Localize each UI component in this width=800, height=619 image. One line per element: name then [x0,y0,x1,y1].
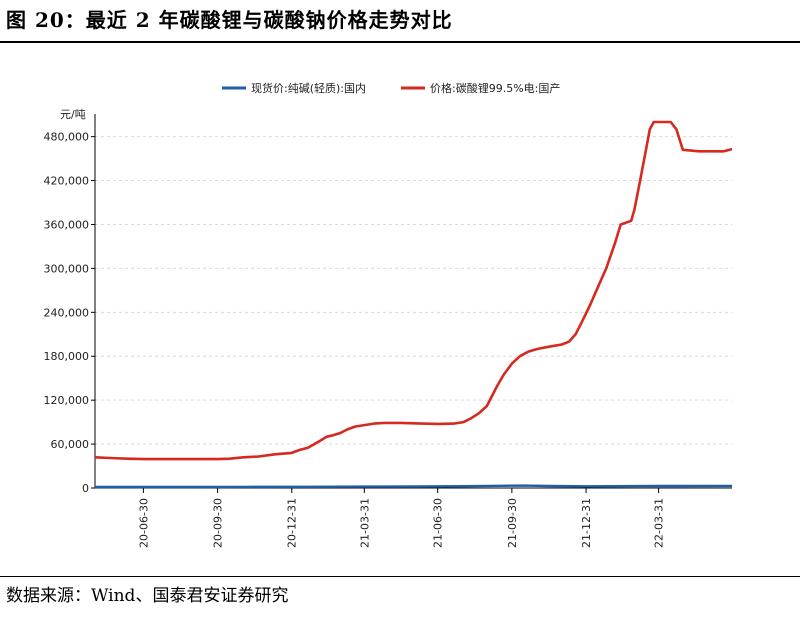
series-line-1 [95,484,733,489]
title-divider [0,41,800,43]
y-tick-label: 300,000 [44,262,90,275]
y-tick-label: 480,000 [44,131,90,144]
source-divider [0,576,800,577]
x-tick-label: 21-03-31 [358,498,371,548]
legend-label-1: 现货价:纯碱(轻质):国内 [251,81,366,95]
y-tick-label: 360,000 [44,218,90,231]
x-tick-label: 22-03-31 [653,498,666,548]
x-tick-label: 20-06-30 [137,498,150,548]
figure-title: 图 20：最近 2 年碳酸锂与碳酸钠价格走势对比 [6,8,453,32]
x-tick-label: 21-06-30 [432,498,445,548]
legend-label-2: 价格:碳酸锂99.5%电:国产 [430,81,560,95]
series-lines [94,120,733,489]
y-axis-label: 元/吨 [60,108,86,121]
x-tick-label: 20-12-31 [286,498,299,548]
y-tick-label: 0 [82,482,89,495]
x-tick-label: 20-09-30 [212,498,225,548]
x-axis-ticks: 20-06-30 20-09-30 20-12-31 21-03-31 21-06-30… [95,487,732,548]
figure-source: 数据来源：Wind、国泰君安证券研究 [6,586,289,606]
series-line-2 [94,120,733,461]
y-tick-label: 60,000 [51,438,90,451]
chart-legend: 现货价:纯碱(轻质):国内 价格:碳酸锂99.5%电:国产 [222,81,560,95]
y-axis-ticks: 0 60,000 120,000 180,000 240,000 300,000 360,0… [44,114,96,495]
y-tick-label: 180,000 [44,350,90,363]
line-chart: 现货价:纯碱(轻质):国内 价格:碳酸锂99.5%电:国产 元/吨 0 60,000… [44,81,733,548]
x-tick-label: 21-09-30 [506,498,519,548]
x-tick-label: 21-12-31 [580,498,593,548]
y-gridlines [95,136,732,445]
y-tick-label: 240,000 [44,306,90,319]
y-tick-label: 120,000 [44,394,90,407]
y-tick-label: 420,000 [44,175,90,188]
